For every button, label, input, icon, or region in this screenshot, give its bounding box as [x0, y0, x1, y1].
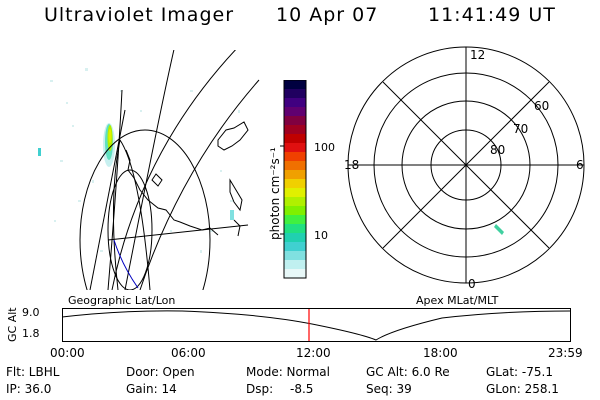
- time-tick-0000: 00:00: [50, 346, 85, 360]
- color-bar-gradient: [284, 80, 306, 279]
- color-bar-stripe: [284, 125, 306, 135]
- color-bar-stripe: [284, 143, 306, 153]
- color-bar-tick-10: 10: [314, 229, 328, 242]
- color-bar-stripe: [284, 206, 306, 216]
- uv-noise-specks: [50, 68, 240, 253]
- alt-tick-9: 9.0: [22, 306, 40, 319]
- color-bar: [280, 80, 307, 279]
- mlt-label-0: 0: [468, 277, 476, 291]
- mlat-label-80: 80: [490, 143, 505, 157]
- apex-label: Apex MLat/MLT: [416, 294, 499, 307]
- color-bar-stripe: [284, 251, 306, 261]
- info-door: Door: Open: [126, 365, 195, 379]
- time-tick-0600: 06:00: [171, 346, 206, 360]
- info-filter: Flt: LBHL: [6, 365, 60, 379]
- info-dsp-label: Dsp:: [246, 382, 274, 396]
- polar-aurora-spot: [494, 224, 504, 235]
- instrument-title: Ultraviolet Imager: [44, 4, 235, 26]
- header-time: 11:41:49 UT: [428, 4, 556, 26]
- altitude-timeline-plot: [62, 308, 571, 342]
- info-gc-alt: GC Alt: 6.0 Re: [366, 365, 450, 379]
- color-bar-stripe: [284, 80, 306, 90]
- info-gain: Gain: 14: [126, 382, 177, 396]
- mlt-label-6: 6: [576, 158, 584, 172]
- color-bar-stripe: [284, 161, 306, 171]
- color-bar-stripe: [284, 242, 306, 252]
- info-glon: GLon: 258.1: [486, 382, 559, 396]
- aurora-emission: [38, 123, 234, 220]
- color-bar-stripe: [284, 215, 306, 225]
- satellite-track: [113, 239, 139, 289]
- coastlines: [125, 121, 249, 237]
- info-dsp-value: -8.5: [290, 382, 314, 396]
- mlt-label-12: 12: [470, 48, 485, 62]
- geographic-label: Geographic Lat/Lon: [68, 294, 176, 307]
- color-bar-unit-label: photon cm⁻²s⁻¹: [268, 147, 282, 240]
- mlat-label-60: 60: [534, 99, 549, 113]
- time-tick-1200: 12:00: [296, 346, 331, 360]
- geographic-image-panel: [38, 50, 260, 290]
- color-bar-stripe: [284, 188, 306, 198]
- info-seq: Seq: 39: [366, 382, 412, 396]
- info-ip: IP: 36.0: [6, 382, 52, 396]
- color-bar-stripe: [284, 224, 306, 234]
- color-bar-stripe: [284, 269, 306, 279]
- geo-grid: [79, 50, 260, 290]
- header-date: 10 Apr 07: [276, 4, 379, 26]
- color-bar-stripe: [284, 170, 306, 180]
- altitude-curve: [62, 310, 571, 341]
- color-bar-stripe: [284, 152, 306, 162]
- color-bar-tick-100: 100: [314, 141, 335, 154]
- time-tick-2359: 23:59: [548, 346, 583, 360]
- color-bar-stripe: [284, 98, 306, 108]
- mlat-label-70: 70: [513, 122, 528, 136]
- color-bar-stripe: [284, 89, 306, 99]
- info-glat: GLat: -75.1: [486, 365, 553, 379]
- color-bar-stripe: [284, 134, 306, 144]
- mlt-label-18: 18: [344, 158, 359, 172]
- polar-grid: [347, 46, 585, 284]
- alt-tick-1-8: 1.8: [22, 327, 40, 340]
- color-bar-stripe: [284, 179, 306, 189]
- color-bar-stripe: [284, 197, 306, 207]
- polar-mlat-mlt-plot: 12 18 6 0 60 70 80: [344, 46, 585, 291]
- gc-alt-axis-label: GC Alt: [6, 307, 19, 342]
- color-bar-stripe: [284, 233, 306, 243]
- color-bar-stripe: [284, 260, 306, 270]
- info-mode: Mode: Normal: [246, 365, 330, 379]
- time-tick-1800: 18:00: [423, 346, 458, 360]
- color-bar-stripe: [284, 116, 306, 126]
- color-bar-stripe: [284, 107, 306, 117]
